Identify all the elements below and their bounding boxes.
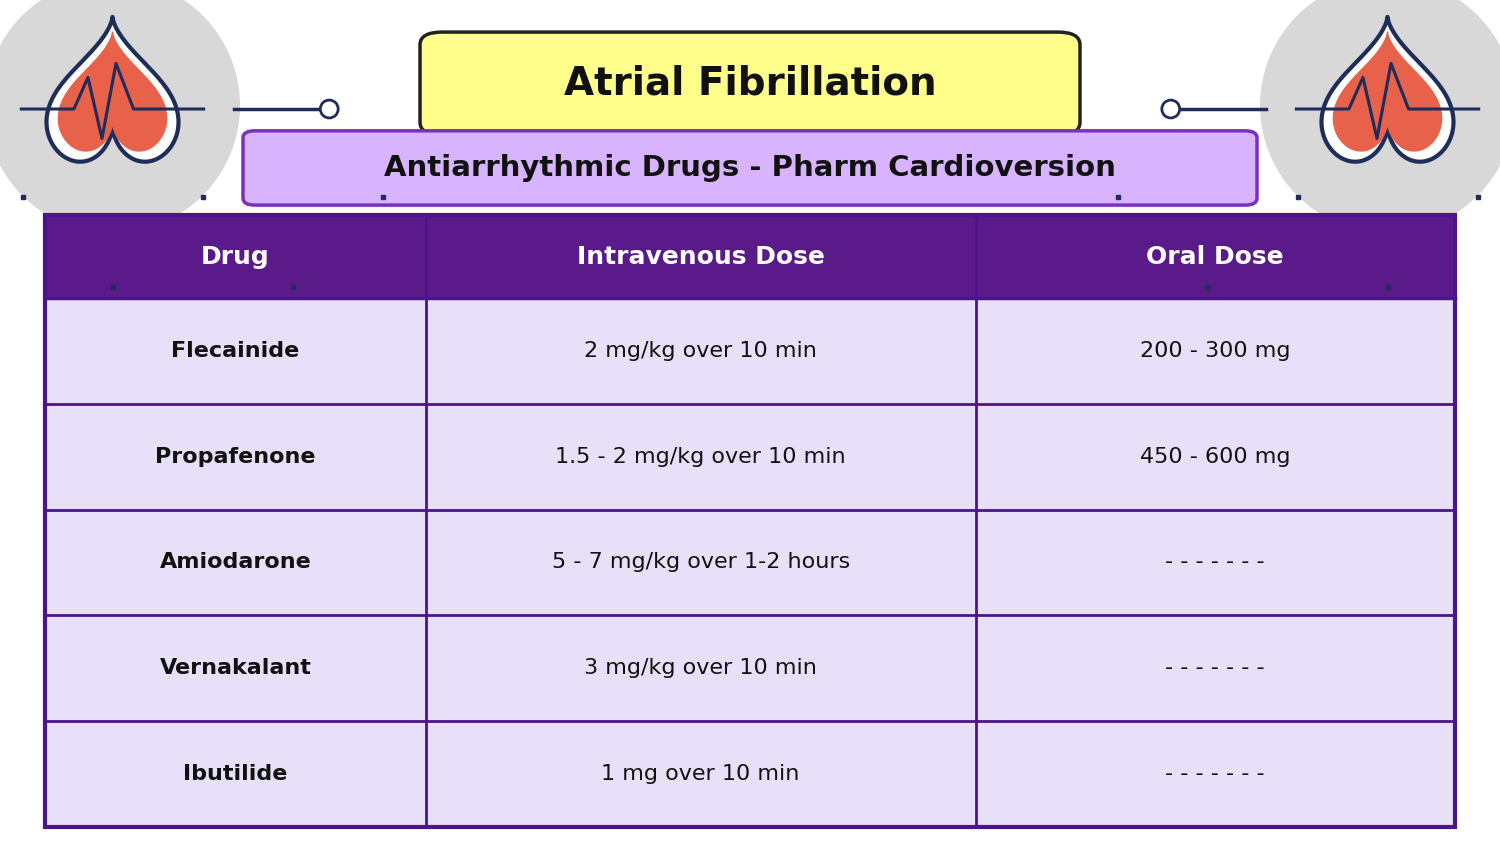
Ellipse shape [321,100,338,118]
Text: 450 - 600 mg: 450 - 600 mg [1140,446,1290,467]
Text: Ibutilide: Ibutilide [183,764,288,784]
Polygon shape [1322,17,1454,162]
Ellipse shape [1162,100,1179,118]
Text: 200 - 300 mg: 200 - 300 mg [1140,341,1290,360]
FancyBboxPatch shape [45,615,1455,722]
Text: Atrial Fibrillation: Atrial Fibrillation [564,64,936,103]
Text: Propafenone: Propafenone [154,446,315,467]
Text: 1 mg over 10 min: 1 mg over 10 min [602,764,800,784]
FancyBboxPatch shape [45,722,1455,827]
Text: 1.5 - 2 mg/kg over 10 min: 1.5 - 2 mg/kg over 10 min [555,446,846,467]
Polygon shape [46,17,178,162]
Ellipse shape [1260,0,1500,233]
Text: Amiodarone: Amiodarone [159,553,310,572]
Text: 3 mg/kg over 10 min: 3 mg/kg over 10 min [584,658,818,679]
Polygon shape [58,32,166,151]
FancyBboxPatch shape [45,403,1455,510]
Text: - - - - - - -: - - - - - - - [1166,553,1264,572]
FancyBboxPatch shape [243,131,1257,205]
FancyBboxPatch shape [435,38,1080,141]
Polygon shape [1334,32,1442,151]
Text: Drug: Drug [201,245,270,268]
Text: Oral Dose: Oral Dose [1146,245,1284,268]
Text: Antiarrhythmic Drugs - Pharm Cardioversion: Antiarrhythmic Drugs - Pharm Cardioversi… [384,154,1116,182]
FancyBboxPatch shape [45,298,1455,403]
Ellipse shape [0,0,240,233]
Text: 5 - 7 mg/kg over 1-2 hours: 5 - 7 mg/kg over 1-2 hours [552,553,850,572]
Text: Flecainide: Flecainide [171,341,300,360]
Text: - - - - - - -: - - - - - - - [1166,658,1264,679]
FancyBboxPatch shape [420,32,1080,135]
Text: 2 mg/kg over 10 min: 2 mg/kg over 10 min [584,341,818,360]
FancyBboxPatch shape [45,510,1455,615]
Text: - - - - - - -: - - - - - - - [1166,764,1264,784]
Text: Intravenous Dose: Intravenous Dose [576,245,825,268]
Text: Vernakalant: Vernakalant [159,658,312,679]
FancyBboxPatch shape [45,215,1455,298]
